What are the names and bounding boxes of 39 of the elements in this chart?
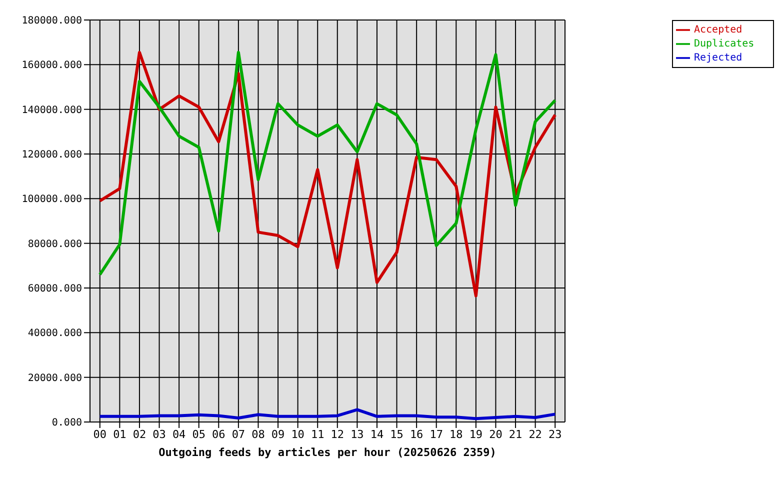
legend-label: Duplicates [694, 38, 754, 50]
x-tick-label: 22 [528, 428, 542, 441]
y-tick-label: 100000.000 [22, 194, 82, 206]
x-tick-label: 06 [212, 428, 226, 441]
x-tick-label: 01 [113, 428, 126, 441]
line-series [98, 408, 557, 420]
x-tick-label: 21 [508, 428, 522, 441]
x-tick-label: 09 [271, 428, 285, 441]
y-tick-label: 160000.000 [22, 60, 82, 72]
x-tick-label: 02 [132, 428, 146, 441]
x-tick-label: 12 [330, 428, 344, 441]
x-tick-label: 10 [291, 428, 304, 441]
y-tick-label: 180000.000 [22, 16, 82, 27]
x-tick-label: 17 [430, 428, 443, 441]
x-tick-label: 04 [172, 428, 186, 441]
x-tick-label: 07 [232, 428, 246, 441]
y-tick-label: 20000.000 [28, 372, 82, 384]
y-tick-label: 140000.000 [22, 104, 82, 116]
x-tick-label: 16 [410, 428, 424, 441]
y-tick-label: 60000.000 [28, 284, 82, 295]
x-tick-label: 18 [450, 428, 463, 441]
y-tick-label: 0.000 [52, 418, 82, 429]
legend-label: Rejected [694, 52, 742, 64]
x-tick-label: 15 [390, 428, 404, 441]
x-tick-label: 14 [370, 428, 384, 441]
y-tick-label: 40000.000 [28, 328, 82, 340]
x-tick-label: 03 [152, 428, 166, 441]
x-axis-title: Outgoing feeds by articles per hour (20250626 2359) [158, 446, 496, 459]
x-tick-label: 11 [310, 428, 324, 441]
x-tick-label: 05 [192, 428, 206, 441]
y-tick-label: 120000.000 [22, 150, 82, 161]
x-tick-label: 00 [93, 428, 107, 441]
y-tick-label: 80000.000 [28, 238, 82, 250]
x-tick-label: 20 [489, 428, 502, 441]
x-tick-label: 23 [548, 428, 562, 441]
legend-label: Accepted [694, 24, 742, 36]
x-tick-label: 13 [350, 428, 364, 441]
x-tick-label: 08 [252, 428, 265, 441]
x-tick-label: 19 [469, 428, 483, 441]
